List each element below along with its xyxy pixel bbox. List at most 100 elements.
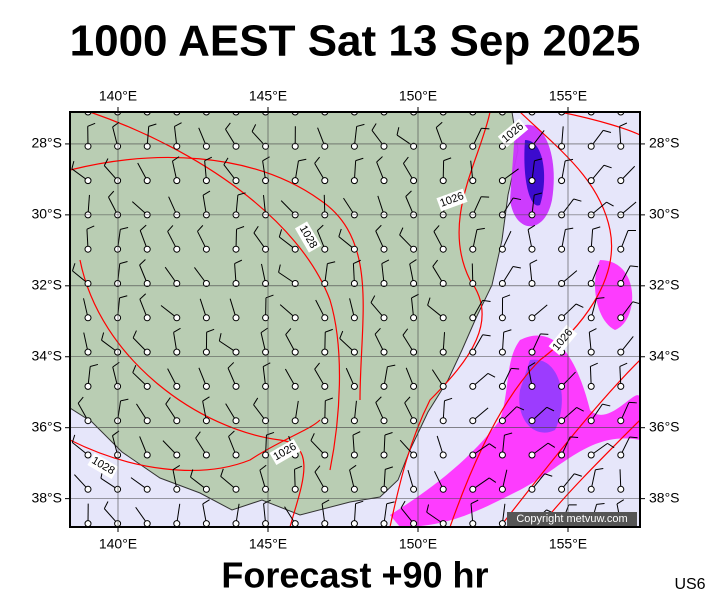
barb-station [381,315,387,321]
barb-station [470,452,476,458]
barb-station [351,178,357,184]
barb-flag [630,437,638,438]
barb-station [588,486,594,492]
barb-staff [345,94,355,112]
barb-station [144,383,150,389]
forecast-label: Forecast +90 hr [221,555,488,596]
barb-station [85,486,91,492]
barb-staff [443,92,444,112]
barb-station [381,178,387,184]
barb-station [322,521,328,527]
barb-station [499,315,505,321]
barb-station [381,452,387,458]
barb-station [411,349,417,355]
barb-station [529,315,535,321]
barb-station [233,521,239,527]
barb-station [618,349,624,355]
barb-station [115,486,121,492]
barb-station [203,246,209,252]
barb-station [618,486,624,492]
y-tick-label: 30°S [31,206,62,222]
barb-station [618,452,624,458]
barb-station [144,315,150,321]
barb-station [174,418,180,424]
barb-station [440,349,446,355]
barb-station [529,486,535,492]
barb-station [292,486,298,492]
barb-station [203,486,209,492]
barb-station [411,486,417,492]
barb-station [144,349,150,355]
barb-station [588,418,594,424]
barb-staff [140,93,147,112]
barb-station [85,383,91,389]
barb-station [115,315,121,321]
barb-station [470,486,476,492]
barb-flag [511,368,519,369]
barb-station [440,178,446,184]
barb-station [411,452,417,458]
barb-station [174,521,180,527]
x-tick-label: 150°E [399,88,437,104]
barb-station [411,418,417,424]
barb-station [559,246,565,252]
barb-station [411,521,417,527]
barb-station [115,349,121,355]
barb-station [174,383,180,389]
barb-station [381,486,387,492]
barb-station [322,315,328,321]
barb-station [559,418,565,424]
barb-station [588,383,594,389]
barb-staff [233,92,236,112]
barb-station [85,178,91,184]
barb-station [322,349,328,355]
barb-station [322,452,328,458]
barb-flag [444,89,452,92]
barb-station [292,521,298,527]
barb-station [440,246,446,252]
barb-station [292,246,298,252]
barb-station [233,315,239,321]
barb-station [115,418,121,424]
barb-station [144,418,150,424]
barb-station [233,486,239,492]
barb-station [411,315,417,321]
barb-station [381,418,387,424]
x-tick-label: 155°E [549,536,587,552]
barb-flag [481,128,489,129]
barb-station [470,383,476,389]
barb-station [499,383,505,389]
barb-station [203,418,209,424]
barb-staff [532,92,535,112]
barb-station [529,349,535,355]
y-tick-label: 32°S [649,277,680,293]
barb-station [144,486,150,492]
barb-station [351,521,357,527]
barb-station [292,178,298,184]
y-tick-label: 36°S [31,418,62,434]
barb-station [499,246,505,252]
barb-station [381,246,387,252]
barb-station [115,178,121,184]
barb-staff [177,92,179,112]
barb-station [144,178,150,184]
barb-station [203,383,209,389]
barb-station [440,486,446,492]
y-tick-label: 28°S [649,135,680,151]
x-tick-label: 145°E [249,88,287,104]
barb-station [292,315,298,321]
barb-flag [140,88,146,93]
barb-station [559,452,565,458]
barb-flag [570,437,578,438]
x-tick-label: 140°E [99,536,137,552]
barb-station [174,315,180,321]
barb-station [470,521,476,527]
barb-station [115,521,121,527]
barb-station [233,418,239,424]
barb-station [85,521,91,527]
barb-station [203,452,209,458]
barb-staff [383,92,384,112]
barb-station [470,246,476,252]
barb-station [203,178,209,184]
